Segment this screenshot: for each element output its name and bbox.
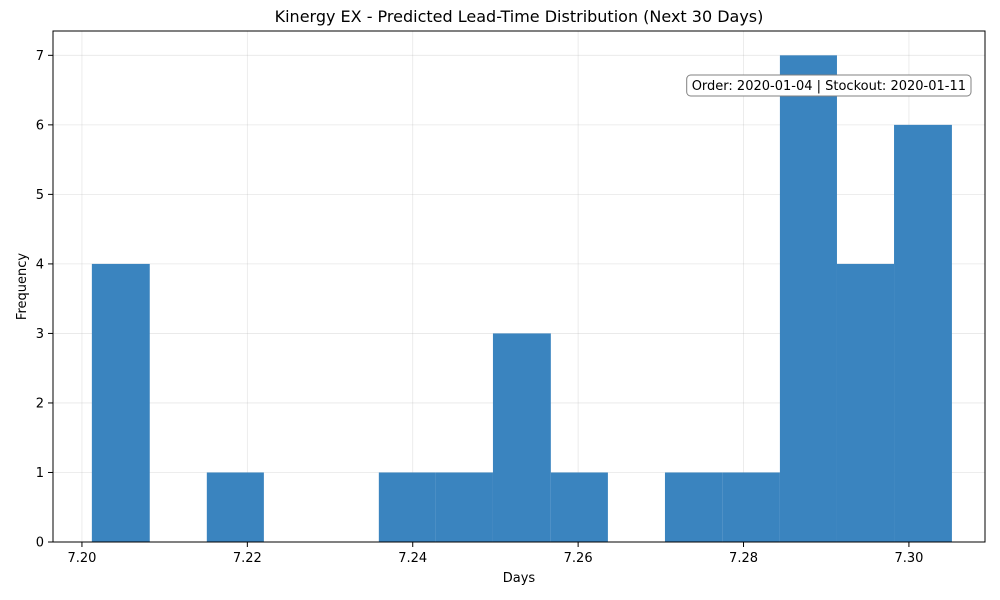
annotation-box: Order: 2020-01-04 | Stockout: 2020-01-11 xyxy=(686,74,972,97)
histogram-bar xyxy=(550,472,608,542)
chart-title: Kinergy EX - Predicted Lead-Time Distrib… xyxy=(275,7,764,26)
x-tick-label: 7.24 xyxy=(398,551,427,566)
histogram-bar xyxy=(378,472,436,542)
plot-frame xyxy=(52,30,986,543)
y-tick-label: 7 xyxy=(36,49,44,64)
x-tick-label: 7.30 xyxy=(894,551,923,566)
histogram-bar xyxy=(779,55,837,542)
axis-ticks: 7.20 7.22 7.24 7.26 7.28 7.30 0 1 2 3 4 5 6 7 xyxy=(36,49,924,566)
y-tick-label: 0 xyxy=(36,536,44,551)
histogram-bar xyxy=(722,472,780,542)
histogram-bars xyxy=(91,55,952,542)
histogram-bar xyxy=(492,333,551,542)
x-tick-label: 7.22 xyxy=(233,551,262,566)
x-tick-label: 7.28 xyxy=(729,551,758,566)
histogram-bar xyxy=(206,472,264,542)
y-tick-label: 4 xyxy=(36,257,44,272)
x-tick-label: 7.26 xyxy=(564,551,593,566)
y-tick-label: 3 xyxy=(36,327,44,342)
x-axis-label: Days xyxy=(503,571,536,586)
y-tick-label: 1 xyxy=(36,466,44,481)
annotation-box-frame xyxy=(686,74,972,97)
histogram-bar xyxy=(836,263,895,542)
x-tick-label: 7.20 xyxy=(67,551,96,566)
histogram-bar xyxy=(894,124,952,542)
histogram-bar xyxy=(435,472,493,542)
y-tick-label: 2 xyxy=(36,396,44,411)
annotation-text: Order: 2020-01-04 | Stockout: 2020-01-11 xyxy=(692,79,966,94)
histogram-bar xyxy=(664,472,723,542)
y-tick-label: 5 xyxy=(36,188,44,203)
y-tick-label: 6 xyxy=(36,118,44,133)
y-axis-label: Frequency xyxy=(15,253,30,320)
histogram-bar xyxy=(91,263,150,542)
